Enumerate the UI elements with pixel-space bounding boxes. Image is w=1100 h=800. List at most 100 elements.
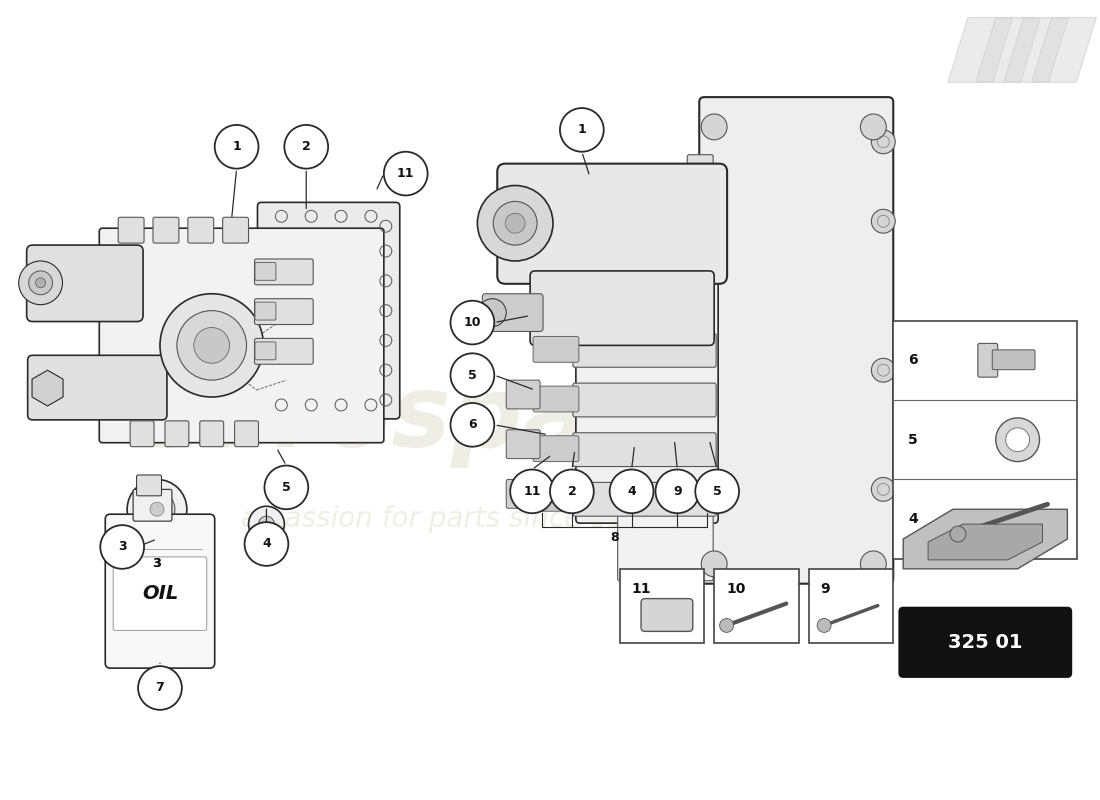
- Circle shape: [139, 491, 175, 527]
- Text: 325 01: 325 01: [948, 633, 1023, 652]
- Text: 6: 6: [909, 354, 917, 367]
- Circle shape: [19, 261, 63, 305]
- Circle shape: [384, 152, 428, 195]
- Circle shape: [609, 470, 653, 514]
- FancyBboxPatch shape: [534, 337, 579, 362]
- Text: 10: 10: [463, 316, 481, 329]
- Text: 7: 7: [155, 682, 164, 694]
- Circle shape: [550, 470, 594, 514]
- Circle shape: [860, 551, 887, 577]
- Text: 3: 3: [153, 558, 161, 570]
- FancyBboxPatch shape: [255, 342, 276, 360]
- Text: 11: 11: [631, 582, 651, 596]
- Text: 1: 1: [232, 140, 241, 154]
- Text: 9: 9: [821, 582, 830, 596]
- FancyBboxPatch shape: [573, 383, 716, 417]
- FancyBboxPatch shape: [700, 97, 893, 584]
- FancyBboxPatch shape: [188, 218, 213, 243]
- FancyBboxPatch shape: [899, 607, 1071, 677]
- Circle shape: [871, 130, 895, 154]
- Text: 11: 11: [397, 167, 415, 180]
- Text: 5: 5: [468, 369, 476, 382]
- Circle shape: [160, 294, 264, 397]
- FancyBboxPatch shape: [106, 514, 214, 668]
- FancyBboxPatch shape: [153, 218, 179, 243]
- Text: 4: 4: [627, 485, 636, 498]
- FancyBboxPatch shape: [992, 350, 1035, 370]
- FancyBboxPatch shape: [573, 334, 716, 367]
- Circle shape: [244, 522, 288, 566]
- Polygon shape: [1032, 18, 1097, 82]
- FancyBboxPatch shape: [136, 475, 162, 496]
- FancyBboxPatch shape: [619, 569, 704, 643]
- Circle shape: [100, 525, 144, 569]
- Circle shape: [701, 114, 727, 140]
- FancyBboxPatch shape: [530, 271, 714, 346]
- Circle shape: [656, 470, 700, 514]
- Circle shape: [505, 214, 525, 233]
- FancyBboxPatch shape: [497, 164, 727, 284]
- Polygon shape: [1003, 18, 1068, 82]
- Text: 9: 9: [673, 485, 682, 498]
- FancyBboxPatch shape: [714, 569, 799, 643]
- Text: 10: 10: [726, 582, 746, 596]
- FancyBboxPatch shape: [255, 302, 276, 320]
- Circle shape: [150, 502, 164, 516]
- Text: 5: 5: [282, 481, 290, 494]
- FancyBboxPatch shape: [165, 421, 189, 446]
- FancyBboxPatch shape: [534, 386, 579, 412]
- Polygon shape: [928, 524, 1043, 560]
- Circle shape: [139, 666, 182, 710]
- FancyBboxPatch shape: [200, 421, 223, 446]
- FancyBboxPatch shape: [573, 433, 716, 466]
- Text: 3: 3: [118, 541, 127, 554]
- Circle shape: [1005, 428, 1030, 452]
- Circle shape: [194, 327, 230, 363]
- FancyBboxPatch shape: [254, 338, 314, 364]
- Text: 1: 1: [578, 123, 586, 136]
- Circle shape: [817, 618, 832, 632]
- Circle shape: [701, 551, 727, 577]
- Circle shape: [451, 354, 494, 397]
- Text: 3: 3: [153, 558, 162, 570]
- FancyBboxPatch shape: [482, 294, 543, 331]
- Circle shape: [477, 186, 553, 261]
- FancyBboxPatch shape: [641, 598, 693, 631]
- FancyBboxPatch shape: [222, 218, 249, 243]
- FancyBboxPatch shape: [534, 486, 579, 511]
- Text: OIL: OIL: [142, 584, 178, 603]
- Text: 5: 5: [909, 433, 917, 446]
- Circle shape: [510, 470, 554, 514]
- FancyBboxPatch shape: [130, 421, 154, 446]
- FancyBboxPatch shape: [506, 479, 540, 508]
- Circle shape: [214, 125, 258, 169]
- FancyBboxPatch shape: [506, 430, 540, 458]
- Circle shape: [29, 271, 53, 294]
- FancyBboxPatch shape: [576, 198, 718, 523]
- Polygon shape: [903, 510, 1067, 569]
- FancyBboxPatch shape: [133, 490, 172, 521]
- Circle shape: [264, 466, 308, 510]
- Circle shape: [871, 358, 895, 382]
- Circle shape: [560, 108, 604, 152]
- Text: 6: 6: [469, 418, 476, 431]
- Text: 2: 2: [301, 140, 310, 154]
- FancyBboxPatch shape: [113, 557, 207, 630]
- FancyBboxPatch shape: [534, 436, 579, 462]
- Circle shape: [128, 479, 187, 539]
- FancyBboxPatch shape: [506, 380, 540, 409]
- Text: 2: 2: [568, 485, 576, 498]
- Circle shape: [451, 301, 494, 344]
- FancyBboxPatch shape: [234, 421, 258, 446]
- FancyBboxPatch shape: [893, 321, 1077, 559]
- Circle shape: [950, 526, 966, 542]
- Text: 8: 8: [610, 530, 619, 543]
- FancyBboxPatch shape: [573, 482, 716, 516]
- Circle shape: [177, 310, 246, 380]
- FancyBboxPatch shape: [99, 228, 384, 442]
- Circle shape: [719, 618, 734, 632]
- Polygon shape: [948, 18, 1013, 82]
- Text: 4: 4: [262, 538, 271, 550]
- Circle shape: [478, 298, 506, 326]
- Circle shape: [871, 210, 895, 233]
